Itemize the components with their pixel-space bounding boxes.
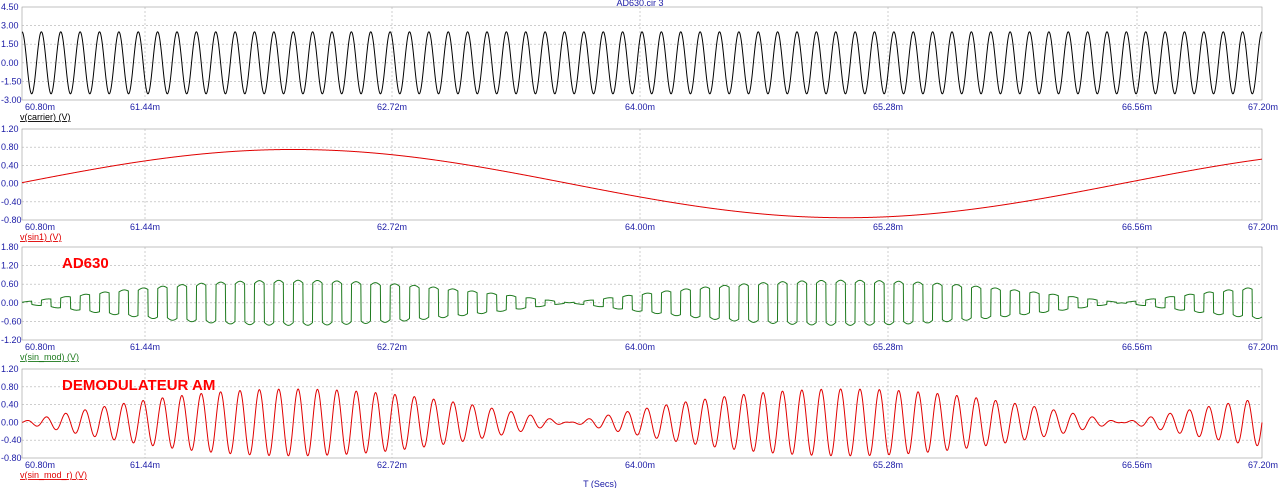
y-tick-label: 1.20 <box>1 261 19 271</box>
x-tick-label: 67.20m <box>1248 102 1278 112</box>
trace-label: v(sin_mod) (V) <box>20 352 79 362</box>
x-tick-label: 61.44m <box>130 222 160 232</box>
x-tick-label: 66.56m <box>1122 222 1152 232</box>
trace-annotation: DEMODULATEUR AM <box>62 377 215 394</box>
y-tick-label: 0.40 <box>1 160 19 170</box>
x-tick-label: 66.56m <box>1122 460 1152 470</box>
y-tick-label: -0.40 <box>1 197 22 207</box>
y-tick-label: -0.40 <box>1 435 22 445</box>
y-tick-label: 1.20 <box>1 364 19 374</box>
x-tick-label: 65.28m <box>873 102 903 112</box>
y-tick-label: 0.00 <box>1 417 19 427</box>
x-tick-label: 62.72m <box>377 222 407 232</box>
y-tick-label: 3.00 <box>1 21 19 31</box>
y-tick-label: 4.50 <box>1 2 19 12</box>
y-tick-label: 0.40 <box>1 400 19 410</box>
y-tick-label: 1.80 <box>1 242 19 252</box>
x-tick-label: 67.20m <box>1248 342 1278 352</box>
x-tick-label: 60.80m <box>25 460 55 470</box>
plot-frame <box>21 128 1263 221</box>
y-tick-label: 1.50 <box>1 39 19 49</box>
x-tick-label: 64.00m <box>625 102 655 112</box>
x-tick-label: 62.72m <box>377 460 407 470</box>
y-tick-label: 0.00 <box>1 58 19 68</box>
waveform-trace <box>21 279 1263 326</box>
trace-label: v(carrier) (V) <box>20 112 71 122</box>
trace-annotation: AD630 <box>62 255 109 272</box>
trace-label: v(sin_mod_r) (V) <box>20 470 87 480</box>
x-tick-label: 62.72m <box>377 342 407 352</box>
plot-frame <box>21 368 1263 459</box>
y-tick-label: 0.80 <box>1 142 19 152</box>
x-tick-label: 60.80m <box>25 342 55 352</box>
x-tick-label: 65.28m <box>873 460 903 470</box>
y-tick-label: -1.50 <box>1 76 22 86</box>
y-tick-label: -0.80 <box>1 453 22 463</box>
x-tick-label: 61.44m <box>130 102 160 112</box>
x-tick-label: 66.56m <box>1122 342 1152 352</box>
window-title: AD630.cir 3 <box>616 0 663 8</box>
x-tick-label: 60.80m <box>25 222 55 232</box>
x-tick-label: 62.72m <box>377 102 407 112</box>
y-tick-label: 0.60 <box>1 279 19 289</box>
y-tick-label: -0.60 <box>1 316 22 326</box>
x-tick-label: 65.28m <box>873 222 903 232</box>
waveform-trace <box>21 148 1263 219</box>
x-tick-label: 64.00m <box>625 460 655 470</box>
x-tick-label: 64.00m <box>625 222 655 232</box>
y-tick-label: -1.20 <box>1 335 22 345</box>
y-tick-label: -3.00 <box>1 95 22 105</box>
waveform-trace <box>21 388 1263 457</box>
y-tick-label: 1.20 <box>1 124 19 134</box>
x-tick-label: 61.44m <box>130 460 160 470</box>
y-tick-label: 0.00 <box>1 179 19 189</box>
plot-frame <box>21 246 1263 341</box>
y-tick-label: 0.80 <box>1 382 19 392</box>
x-tick-label: 64.00m <box>625 342 655 352</box>
x-tick-label: 67.20m <box>1248 222 1278 232</box>
trace-label: v(sin1) (V) <box>20 232 62 242</box>
x-tick-label: 65.28m <box>873 342 903 352</box>
y-tick-label: 0.00 <box>1 298 19 308</box>
y-tick-label: -0.80 <box>1 215 22 225</box>
x-tick-label: 61.44m <box>130 342 160 352</box>
x-axis-title: T (Secs) <box>583 479 617 488</box>
plot-frame <box>21 6 1263 101</box>
waveform-trace <box>21 31 1263 95</box>
x-tick-label: 66.56m <box>1122 102 1152 112</box>
x-tick-label: 67.20m <box>1248 460 1278 470</box>
x-tick-label: 60.80m <box>25 102 55 112</box>
